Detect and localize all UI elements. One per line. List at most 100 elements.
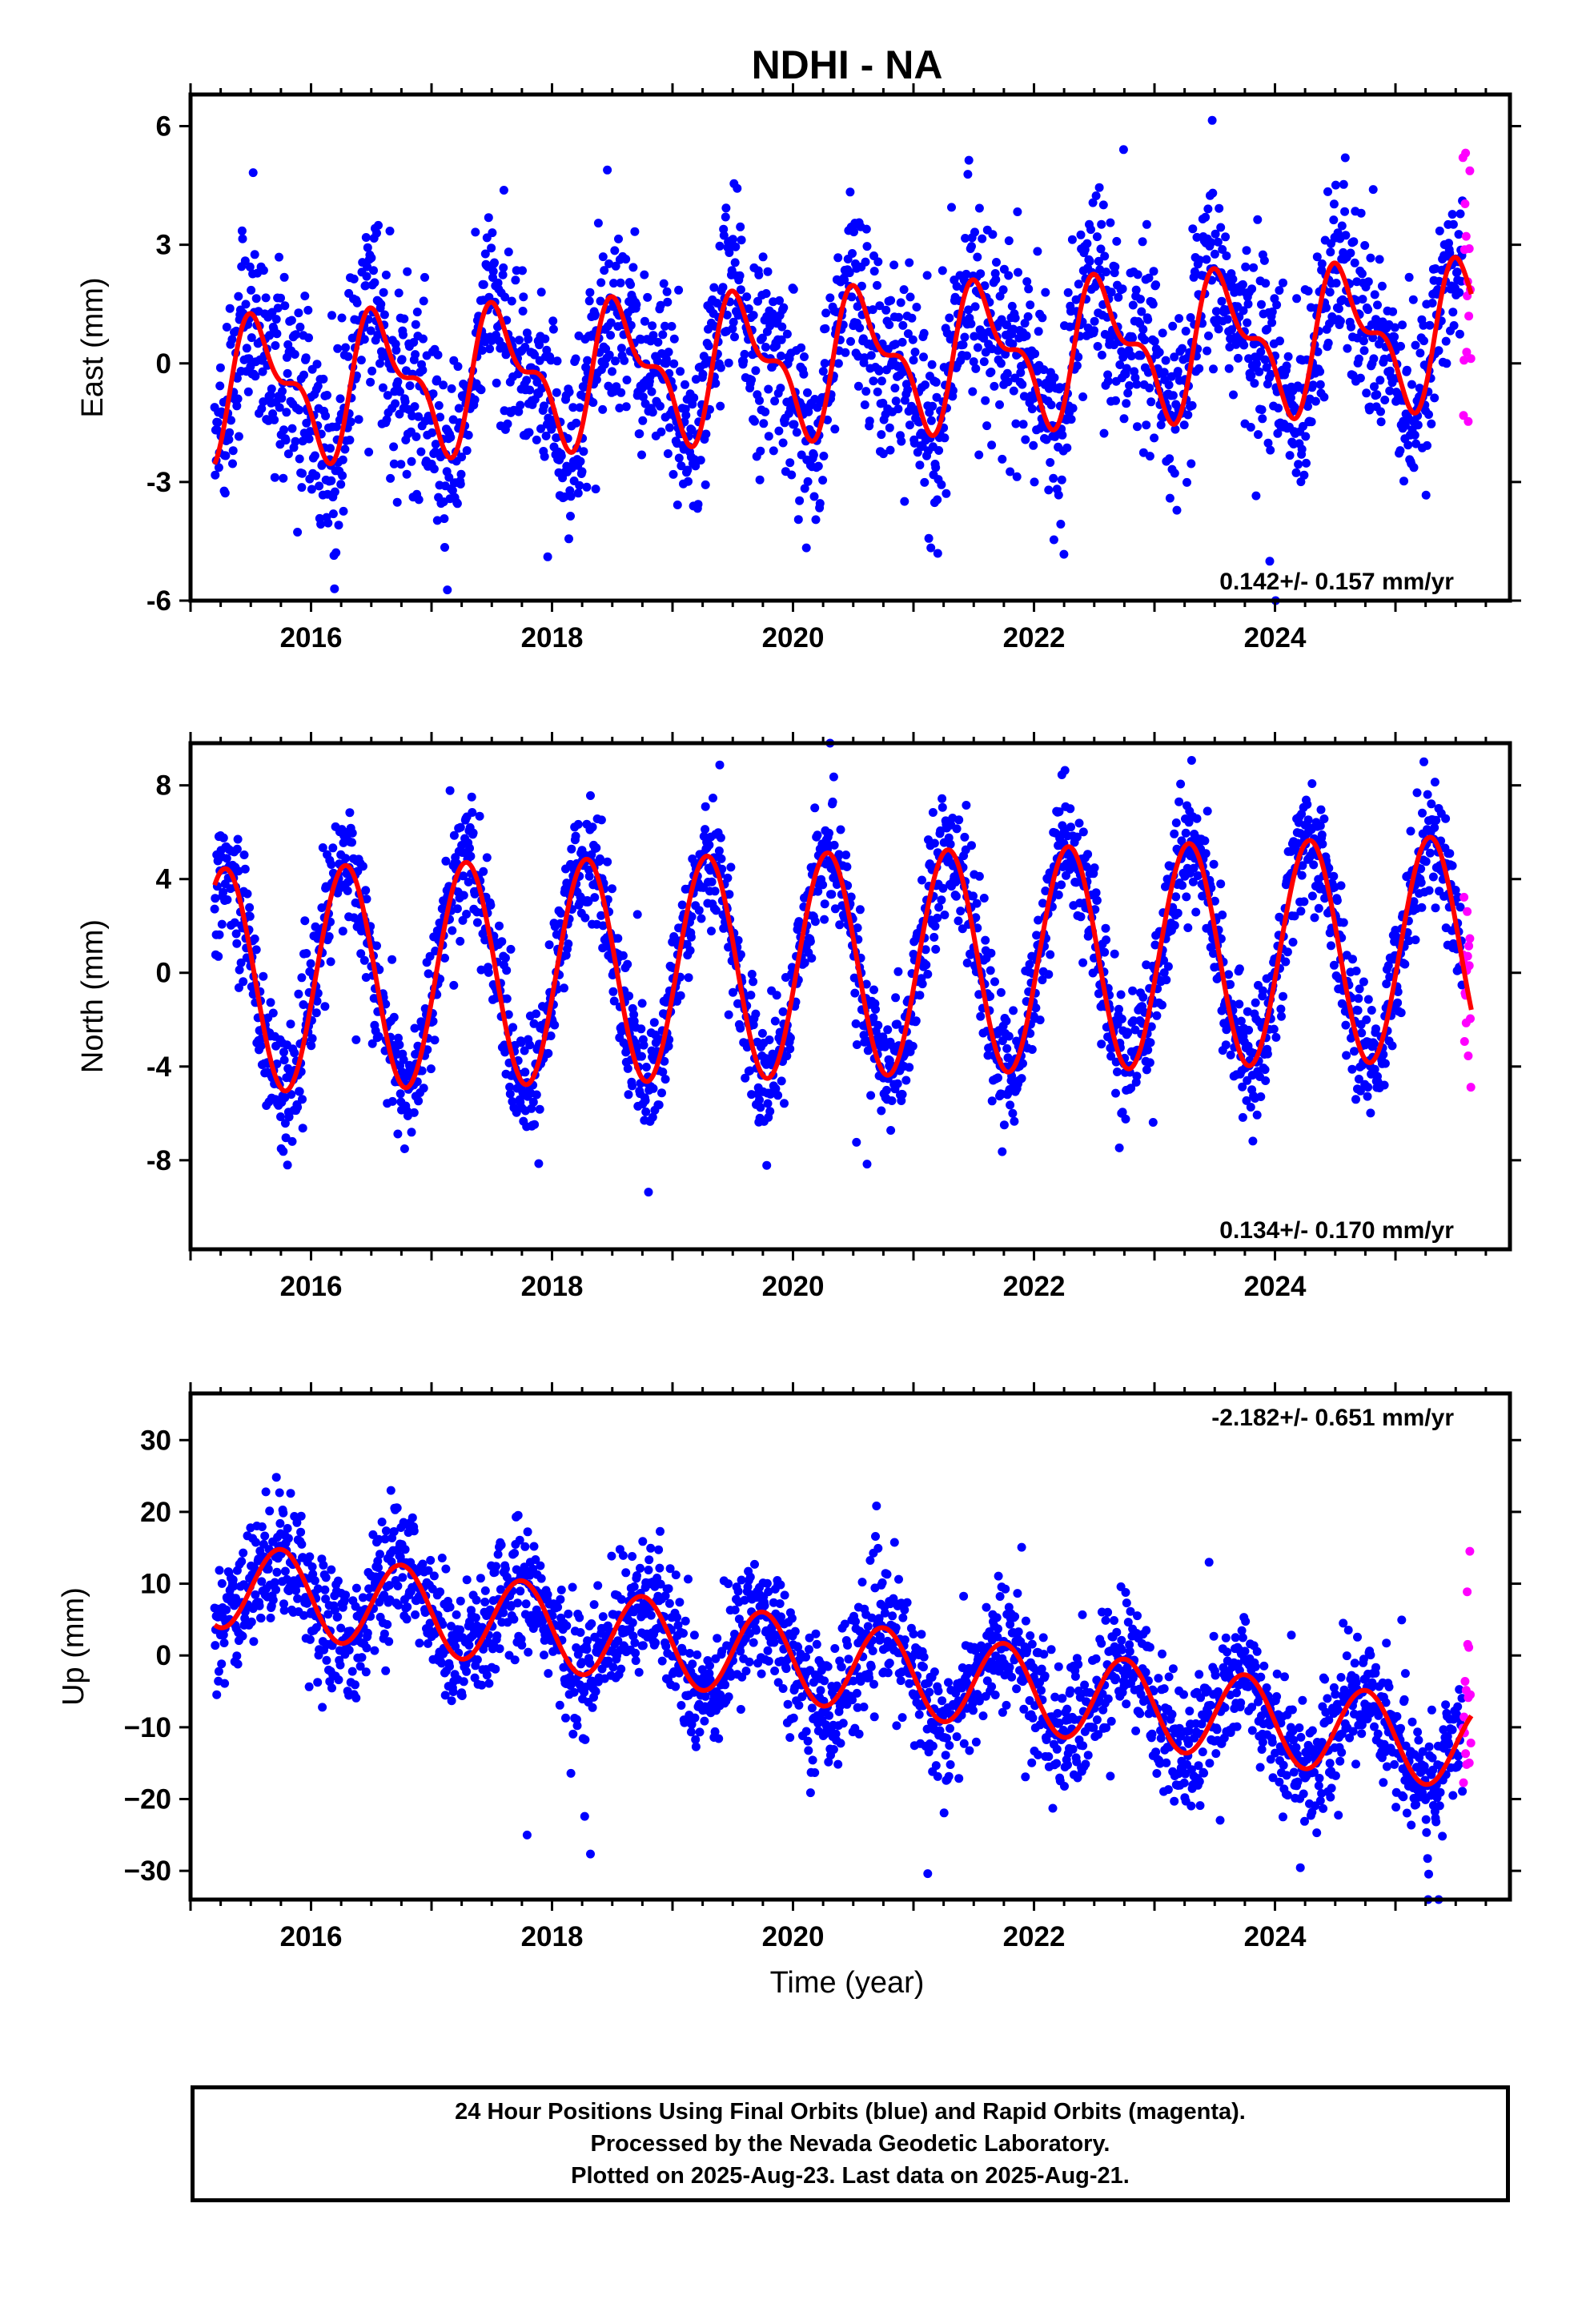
final-orbit-point [251,294,261,304]
final-orbit-point [214,463,223,472]
final-orbit-point [327,311,336,320]
final-orbit-point [1209,859,1219,869]
final-orbit-point [891,396,901,406]
final-orbit-point [1235,999,1244,1009]
final-orbit-point [810,803,820,813]
final-orbit-point [945,313,954,323]
final-orbit-point [611,356,620,366]
final-orbit-point [1267,318,1277,328]
final-orbit-point [719,231,729,240]
final-orbit-point [1277,1011,1286,1021]
final-orbit-point [886,1126,896,1135]
final-orbit-point [1102,267,1111,277]
final-orbit-point [862,1160,872,1169]
final-orbit-point [669,469,678,479]
final-orbit-point [1086,225,1095,235]
final-orbit-point [295,322,305,332]
final-orbit-point [431,440,440,449]
final-orbit-point [1371,1024,1380,1034]
final-orbit-point [1406,826,1415,836]
final-orbit-point [257,404,267,413]
final-orbit-point [877,376,886,386]
final-orbit-point [724,1010,733,1019]
final-orbit-point [471,227,480,237]
final-orbit-point [905,258,914,267]
final-orbit-point [604,259,614,268]
final-orbit-point [903,385,913,395]
final-orbit-point [328,843,338,853]
final-orbit-point [414,495,424,505]
x-tick-label: 2020 [762,1271,825,1302]
final-orbit-point [327,476,336,485]
final-orbit-point [361,233,371,242]
final-orbit-point [986,966,995,975]
final-orbit-point [1066,415,1076,424]
final-orbit-point [1370,1039,1379,1048]
final-orbit-point [836,825,845,834]
final-orbit-point [1003,377,1013,387]
final-orbit-point [774,426,784,436]
final-orbit-point [532,377,542,387]
final-orbit-point [1171,818,1181,827]
final-orbit-point [1168,321,1178,331]
final-orbit-point [1428,872,1438,882]
final-orbit-point [1119,414,1129,424]
final-orbit-point [1009,1006,1018,1015]
final-orbit-point [1049,473,1058,483]
final-orbit-point [592,375,601,384]
final-orbit-point [776,384,785,393]
final-orbit-point [323,391,331,400]
final-orbit-point [1057,880,1066,890]
final-orbit-point [239,850,249,859]
final-orbit-point [818,880,828,890]
final-orbit-point [847,292,857,302]
final-orbit-point [1100,330,1110,339]
final-orbit-point [1078,827,1088,837]
final-orbit-point [756,446,765,456]
final-orbit-point [1366,253,1375,263]
final-orbit-point [1181,327,1191,336]
final-orbit-point [820,915,829,924]
final-orbit-point [492,378,501,388]
final-orbit-point [821,308,831,318]
final-orbit-point [624,1090,633,1100]
final-orbit-point [1415,348,1425,358]
final-orbit-point [930,922,940,931]
final-orbit-point [648,1084,658,1093]
final-orbit-point [768,309,777,319]
final-orbit-point [279,1055,289,1065]
final-orbit-point [1359,977,1368,987]
final-orbit-point [1138,324,1148,334]
final-orbit-point [733,183,742,193]
final-orbit-point [626,320,636,330]
final-orbit-point [1387,1041,1397,1051]
final-orbit-point [1204,331,1213,340]
final-orbit-point [956,907,966,916]
final-orbit-point [1323,187,1332,196]
final-orbit-point [1302,458,1311,468]
final-orbit-point [1396,1008,1406,1018]
final-orbit-point [1372,390,1382,400]
final-orbit-point [896,298,905,308]
final-orbit-point [372,941,381,951]
final-orbit-point [486,900,496,910]
final-orbit-point [886,296,896,305]
final-orbit-point [1118,145,1128,155]
final-orbit-point [1090,326,1098,336]
final-orbit-point [661,321,669,331]
final-orbit-point [311,1008,321,1018]
rapid-orbit-point [1466,1083,1476,1092]
final-orbit-point [1238,1112,1247,1122]
final-orbit-point [887,1096,897,1105]
final-orbit-point [608,367,616,376]
final-orbit-point [1151,280,1161,290]
final-orbit-point [241,300,251,309]
final-orbit-point [234,292,243,301]
final-orbit-point [1326,247,1335,257]
final-orbit-point [1356,208,1366,218]
final-orbit-point [1046,400,1056,410]
final-orbit-point [1317,830,1327,839]
final-orbit-point [1363,305,1373,315]
final-orbit-point [1128,333,1138,343]
final-orbit-point [881,305,891,315]
